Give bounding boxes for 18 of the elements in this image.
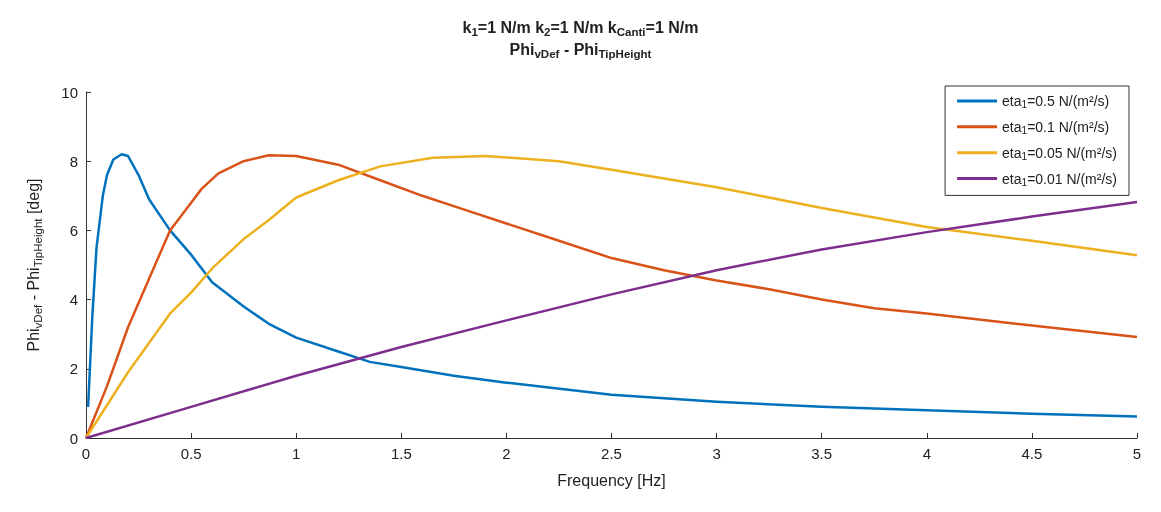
x-tick-label: 4: [922, 445, 931, 462]
x-tick-label: 4.5: [1021, 445, 1043, 462]
y-tick-label: 6: [69, 221, 78, 239]
y-tick-label: 4: [69, 291, 78, 309]
x-tick-label: 2: [502, 445, 511, 462]
x-tick-label: 0: [81, 445, 91, 462]
x-tick-label: 2.5: [601, 445, 622, 462]
x-tick-label: 0.5: [180, 445, 202, 462]
y-tick-label: 8: [69, 152, 78, 170]
x-axis-title: Frequency [Hz]: [557, 471, 666, 489]
y-tick-label: 10: [61, 83, 78, 101]
y-tick-label: 0: [69, 429, 78, 447]
y-tick-label: 2: [69, 360, 78, 378]
x-tick-label: 3: [712, 445, 721, 462]
x-tick-label: 1: [292, 445, 301, 462]
x-tick-label: 3.5: [811, 445, 833, 462]
x-tick-label: 1.5: [390, 445, 412, 462]
x-tick-label: 5: [1132, 445, 1142, 462]
